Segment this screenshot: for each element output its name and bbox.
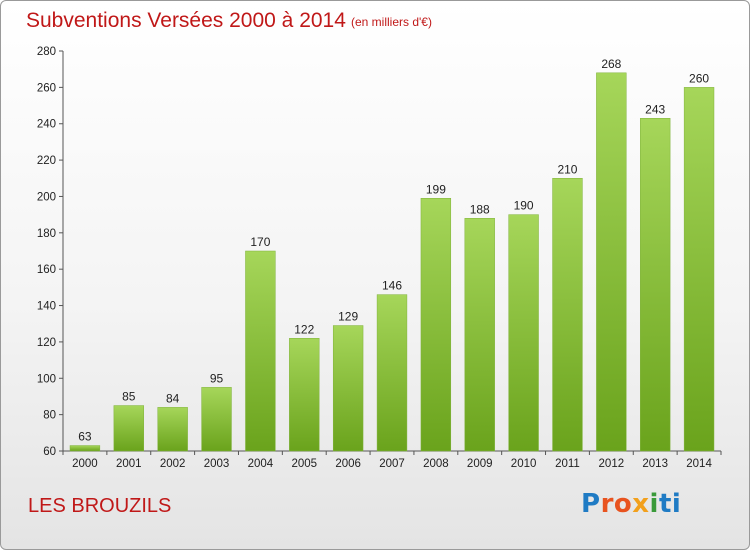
bar-2005 [289, 338, 320, 452]
x-tick-label: 2005 [291, 458, 317, 470]
bar-2002 [157, 407, 188, 452]
data-label: 170 [250, 235, 270, 249]
bar-2012 [596, 72, 627, 452]
bar-2009 [464, 218, 495, 452]
logo-letter: o [613, 489, 633, 519]
y-tick-label: 160 [37, 264, 56, 276]
y-tick-label: 80 [43, 410, 56, 422]
x-tick-label: 2003 [204, 458, 230, 470]
data-label: 243 [645, 102, 665, 116]
bar-2001 [113, 405, 144, 452]
x-tick-label: 2006 [335, 458, 361, 470]
data-label: 122 [294, 322, 314, 336]
x-tick-label: 2002 [160, 458, 186, 470]
x-tick-label: 2013 [642, 458, 668, 470]
bar-2011 [552, 178, 583, 452]
bar-2007 [376, 294, 408, 452]
y-tick-label: 60 [43, 446, 56, 458]
y-tick-label: 220 [37, 155, 56, 167]
bar-2000 [69, 445, 101, 452]
data-label: 190 [514, 199, 534, 213]
y-tick-label: 180 [37, 228, 56, 240]
bar-2008 [420, 198, 452, 452]
x-tick-label: 2001 [116, 458, 142, 470]
x-tick-label: 2008 [423, 458, 449, 470]
data-label: 210 [557, 162, 577, 176]
bar-2013 [640, 118, 671, 452]
x-tick-label: 2014 [686, 458, 712, 470]
logo-letter: i [671, 489, 682, 519]
logo-letter: t [658, 489, 672, 519]
data-label: 129 [338, 310, 358, 324]
x-tick-label: 2000 [72, 458, 98, 470]
logo-letter: r [600, 489, 614, 519]
data-label: 95 [210, 371, 224, 385]
data-label: 199 [426, 182, 446, 196]
bar-2006 [332, 325, 364, 452]
data-label: 146 [382, 279, 402, 293]
y-tick-label: 200 [37, 191, 56, 203]
x-tick-label: 2011 [555, 458, 580, 470]
bar-2014 [683, 87, 715, 452]
y-tick-label: 240 [37, 119, 56, 131]
bars [69, 72, 715, 452]
y-tick-label: 100 [37, 373, 56, 385]
logo-letter: i [649, 489, 659, 519]
logo-letter: P [581, 489, 601, 519]
data-label: 260 [689, 71, 709, 85]
labels: 2000 63 2001 85 2002 84 2003 95 2004 170 2005 122 20… [72, 57, 712, 470]
x-tick-label: 2009 [467, 458, 493, 470]
data-label: 85 [122, 390, 136, 404]
y-tick-label: 140 [37, 301, 56, 313]
x-tick-label: 2004 [248, 458, 274, 470]
x-tick-label: 2012 [599, 458, 625, 470]
chart-title: Subventions Versées 2000 à 2014 [26, 9, 346, 32]
data-label: 188 [470, 202, 490, 216]
data-label: 84 [166, 391, 180, 405]
y-tick-label: 260 [37, 82, 56, 94]
bar-2003 [201, 387, 232, 452]
y-tick-label: 280 [37, 46, 56, 58]
commune-name: LES BROUZILS [28, 495, 172, 517]
logo-letter: x [632, 489, 650, 519]
data-label: 268 [601, 57, 621, 71]
data-label: 63 [78, 430, 92, 444]
x-tick-label: 2007 [379, 458, 405, 470]
chart-subtitle: (en milliers d'€) [351, 15, 432, 29]
bar-2004 [245, 250, 276, 452]
x-tick-label: 2010 [511, 458, 537, 470]
y-tick-label: 120 [37, 337, 56, 349]
bar-2010 [508, 214, 539, 452]
proxiti-logo: Proxiti [581, 489, 681, 519]
